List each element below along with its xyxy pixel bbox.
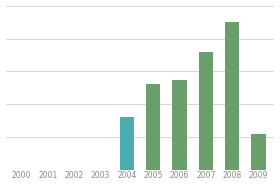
Bar	[225, 22, 239, 170]
Bar	[146, 84, 160, 170]
Bar	[251, 134, 266, 170]
Bar	[172, 80, 187, 170]
Bar	[199, 52, 213, 170]
Bar	[120, 117, 134, 170]
